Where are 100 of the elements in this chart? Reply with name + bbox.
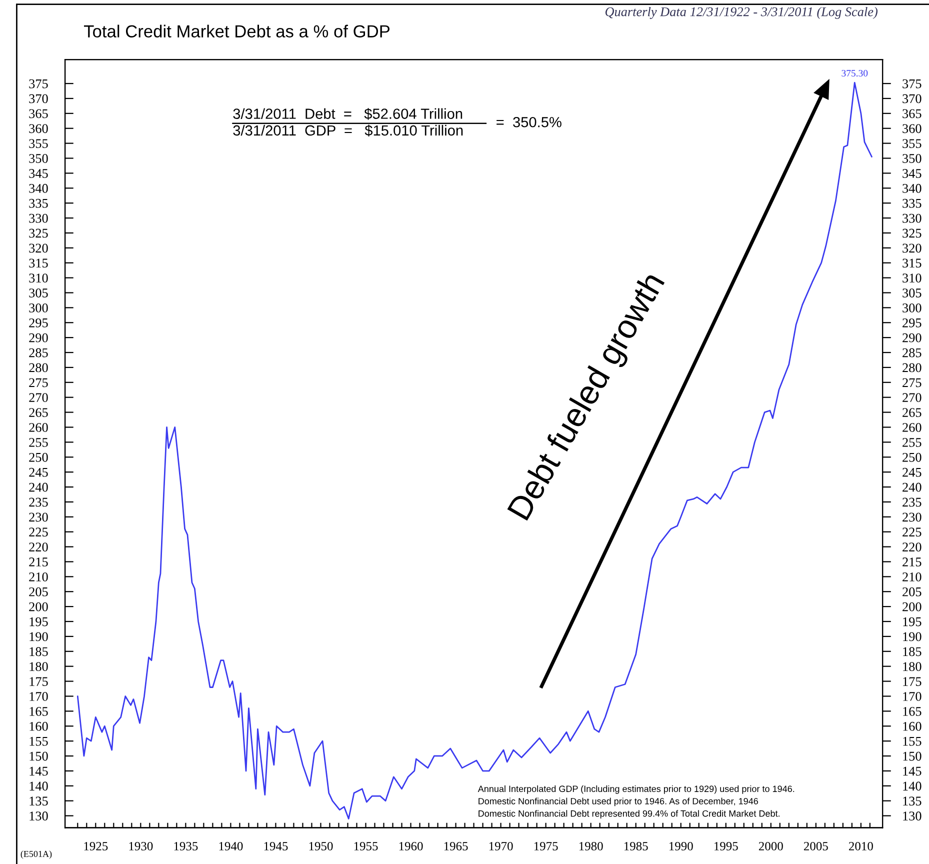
y-tick-label: 130 (30, 812, 48, 820)
line-series (76, 82, 872, 820)
y-tick-label: 245 (29, 468, 48, 477)
y-tick-label: 135 (30, 796, 48, 806)
y-tick-label: 270 (29, 393, 48, 402)
y2-tick-label: 245 (902, 468, 922, 477)
y-tick-label: 290 (29, 333, 48, 342)
y-tick-label: 250 (29, 452, 48, 462)
y-tick-label: 240 (29, 482, 48, 492)
x-tick-label: 1945 (264, 842, 288, 850)
y2-tick-label: 160 (903, 722, 922, 731)
y-tick-label: 375 (29, 79, 48, 88)
y2-tick-label: 210 (902, 572, 922, 582)
y2-tick-label: 280 (902, 363, 922, 372)
y-tick-label: 200 (29, 602, 48, 612)
y2-tick-label: 255 (902, 438, 922, 447)
y2-tick-label: 270 (902, 393, 922, 402)
y2-tick-label: 190 (903, 632, 922, 642)
y2-tick-label: 145 (903, 766, 922, 776)
y-tick-label: 350 (29, 154, 48, 163)
y2-tick-label: 155 (903, 736, 922, 746)
y2-tick-label: 250 (902, 452, 922, 462)
y-tick-label: 295 (29, 318, 48, 328)
y2-tick-label: 215 (902, 558, 922, 566)
y2-tick-label: 310 (902, 274, 922, 282)
y2-tick-label: 175 (903, 677, 922, 686)
x-tick-label: 1985 (624, 842, 648, 850)
y2-tick-label: 350 (902, 154, 922, 163)
y2-tick-label: 330 (902, 214, 922, 223)
y-tick-label: 330 (29, 214, 48, 223)
x-tick-label: 1950 (309, 842, 333, 850)
annotation: 3/31/2011 Debt = $52.604 Trillion (233, 108, 462, 120)
y-tick-label: 285 (29, 348, 48, 358)
y-tick-label: 180 (30, 662, 48, 672)
y-tick-label: 300 (29, 303, 48, 312)
y-tick-label: 235 (29, 498, 48, 507)
y2-tick-label: 205 (902, 587, 922, 596)
x-tick-label: 2010 (848, 842, 873, 850)
y2-tick-label: 180 (903, 662, 922, 672)
annotation: Annual Interpolated GDP (Including estimates prior to 1929) used prior to 1946. Domestic Nonfinancial Debt used prior to 1946. As of December, 1946 Domestic Nonfinancial Debt represented 99.4% of Total Credit Market Debt. (478, 785, 794, 818)
y-tick-label: 195 (30, 617, 48, 626)
y2-tick-label: 325 (902, 228, 922, 238)
y2-tick-label: 225 (902, 528, 922, 537)
y2-tick-label: 265 (902, 408, 922, 417)
x-tick-label: 1980 (579, 842, 603, 850)
y-tick-label: 160 (30, 722, 48, 731)
y2-tick-label: 165 (903, 706, 922, 716)
y2-tick-label: 320 (902, 244, 922, 253)
y2-tick-label: 240 (902, 482, 922, 492)
x-tick-label: 1940 (219, 842, 243, 850)
y-tick-label: 275 (29, 378, 48, 388)
x-tick-label: 2000 (758, 842, 783, 850)
chart-title: Total Credit Market Debt as a % of GDP (84, 24, 390, 38)
y2-tick-label: 235 (902, 498, 922, 507)
y2-tick-label: 365 (902, 109, 922, 118)
x-tick-label: 2005 (804, 842, 828, 850)
y-tick-label: 170 (30, 692, 48, 701)
y2-tick-label: 305 (902, 288, 922, 298)
y2-tick-label: 140 (903, 782, 922, 791)
chart-subtitle: Quarterly Data 12/31/1922 - 3/31/2011 (Log Scale) (605, 6, 878, 19)
y-tick-label: 150 (30, 752, 48, 761)
y-tick-label: 340 (29, 184, 48, 193)
y2-tick-label: 220 (902, 542, 922, 552)
y2-tick-label: 375 (902, 79, 922, 88)
y2-tick-label: 295 (902, 318, 922, 328)
y2-tick-label: 340 (902, 184, 922, 193)
x-tick-label: 1930 (129, 842, 153, 850)
y-tick-label: 190 (30, 632, 48, 642)
y2-tick-label: 130 (903, 812, 922, 820)
y-tick-label: 370 (29, 94, 48, 104)
y2-tick-label: 200 (902, 602, 922, 612)
y-tick-label: 305 (29, 288, 48, 298)
y-tick-label: 355 (29, 139, 48, 148)
annotation: 3/31/2011 GDP = $15.010 Trillion (233, 124, 463, 136)
y-tick-label: 225 (29, 528, 48, 537)
y2-tick-label: 345 (902, 169, 922, 178)
y-tick-label: 315 (29, 258, 48, 268)
y-tick-label: 360 (29, 124, 48, 134)
y-tick-label: 230 (29, 512, 48, 522)
y2-tick-label: 230 (902, 512, 922, 522)
x-tick-label: 1975 (534, 842, 558, 850)
y2-tick-label: 150 (903, 752, 922, 761)
x-tick-label: 1995 (714, 842, 738, 850)
y-tick-label: 210 (29, 572, 48, 582)
y2-tick-label: 185 (903, 647, 922, 656)
x-tick-label: 1925 (84, 842, 108, 850)
y2-tick-label: 355 (902, 139, 922, 148)
y-tick-label: 175 (30, 677, 48, 686)
y-tick-label: 310 (29, 274, 48, 282)
y2-tick-label: 275 (902, 378, 922, 388)
y-tick-label: 280 (29, 363, 48, 372)
y-tick-label: 335 (29, 198, 48, 208)
y2-tick-label: 335 (902, 198, 922, 208)
y2-tick-label: 370 (902, 94, 922, 104)
y2-tick-label: 290 (902, 333, 922, 342)
text: (E501A) (20, 850, 52, 859)
y2-tick-label: 260 (902, 423, 922, 432)
y2-tick-label: 170 (903, 692, 922, 701)
y-tick-label: 260 (29, 423, 48, 432)
y2-tick-label: 135 (903, 796, 922, 806)
